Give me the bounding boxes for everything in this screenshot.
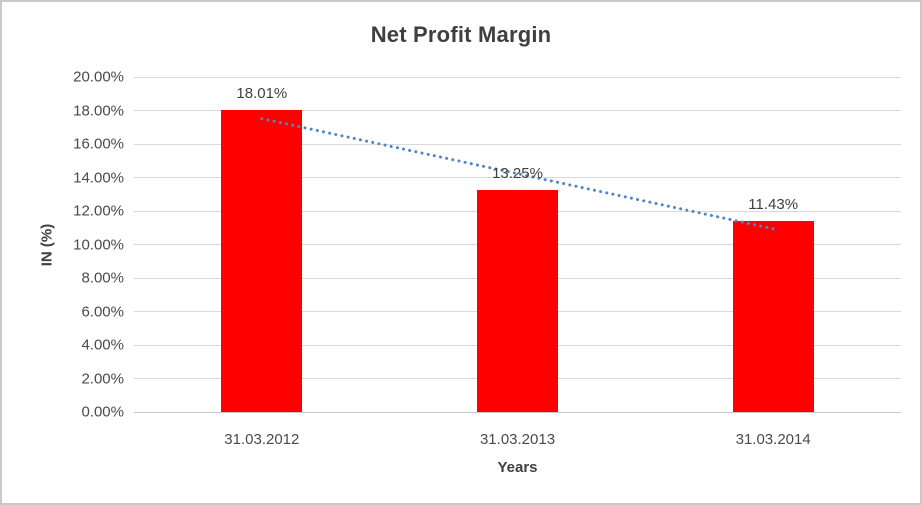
y-axis-tick-label: 2.00% xyxy=(81,370,124,387)
gridline xyxy=(134,110,901,111)
y-axis-tick-label: 0.00% xyxy=(81,403,124,421)
y-axis-tick-label: 20.00% xyxy=(73,68,124,86)
y-axis-tick-label: 14.00% xyxy=(73,169,124,186)
y-axis-tick-label: 16.00% xyxy=(73,135,124,153)
bar-data-label: 13.25% xyxy=(492,165,543,183)
x-axis-title: Years xyxy=(497,459,538,476)
bar-data-label: 18.01% xyxy=(236,85,288,103)
x-axis-tick-label: 31.03.2012 xyxy=(224,431,300,448)
y-axis-tick-label: 12.00% xyxy=(73,202,124,220)
y-axis-tick-label: 10.00% xyxy=(73,236,124,253)
y-axis-tick-label: 6.00% xyxy=(81,303,124,320)
x-axis-line xyxy=(134,411,901,413)
y-axis-title: IN (%) xyxy=(38,223,56,266)
x-axis-tick-label: 31.03.2014 xyxy=(735,431,811,448)
bar xyxy=(732,220,814,412)
y-axis-tick-label: 18.00% xyxy=(73,102,124,119)
y-axis-tick-label: 4.00% xyxy=(81,336,124,354)
gridline xyxy=(134,76,901,78)
bar xyxy=(221,110,303,412)
bar xyxy=(477,190,558,412)
chart-title: Net Profit Margin xyxy=(370,22,552,47)
x-axis-tick-label: 31.03.2013 xyxy=(479,431,556,448)
y-axis-tick-label: 8.00% xyxy=(81,269,124,287)
bar-data-label: 11.43% xyxy=(748,195,799,213)
